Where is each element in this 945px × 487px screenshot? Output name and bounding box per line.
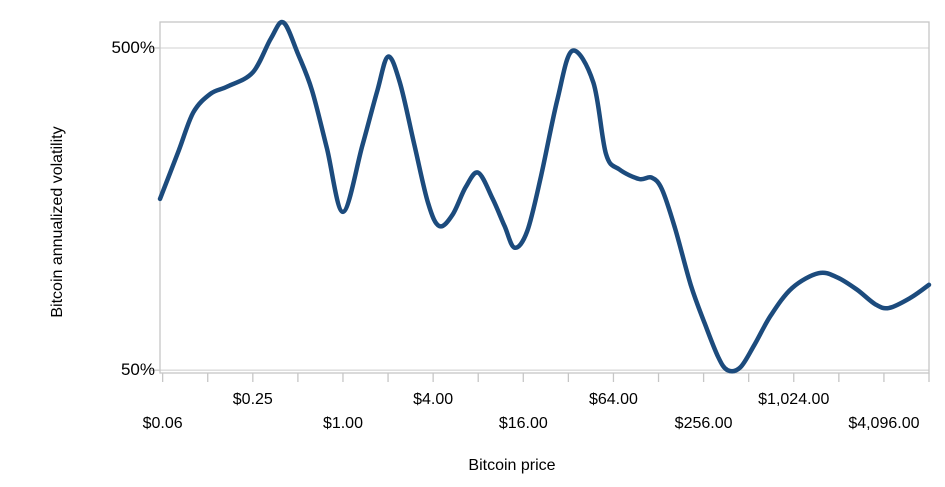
x-axis-title: Bitcoin price [468, 457, 556, 474]
volatility-line [157, 19, 932, 374]
x-tick-label: $4.00 [413, 391, 454, 408]
y-tick-label: 500% [111, 37, 155, 57]
x-tick-label: $0.06 [142, 415, 183, 432]
y-tick-label: 50% [120, 360, 155, 380]
x-tick-label: $4,096.00 [848, 415, 920, 432]
x-tick-label: $16.00 [498, 415, 548, 432]
x-tick-label: $0.25 [232, 391, 273, 408]
x-tick-label: $1,024.00 [758, 391, 830, 408]
x-tick-label: $64.00 [588, 391, 638, 408]
x-tick-label: $1.00 [322, 415, 363, 432]
plot-frame [159, 21, 930, 374]
y-axis-title: Bitcoin annualized volatility [49, 126, 66, 318]
x-tick-label: $256.00 [674, 415, 733, 432]
